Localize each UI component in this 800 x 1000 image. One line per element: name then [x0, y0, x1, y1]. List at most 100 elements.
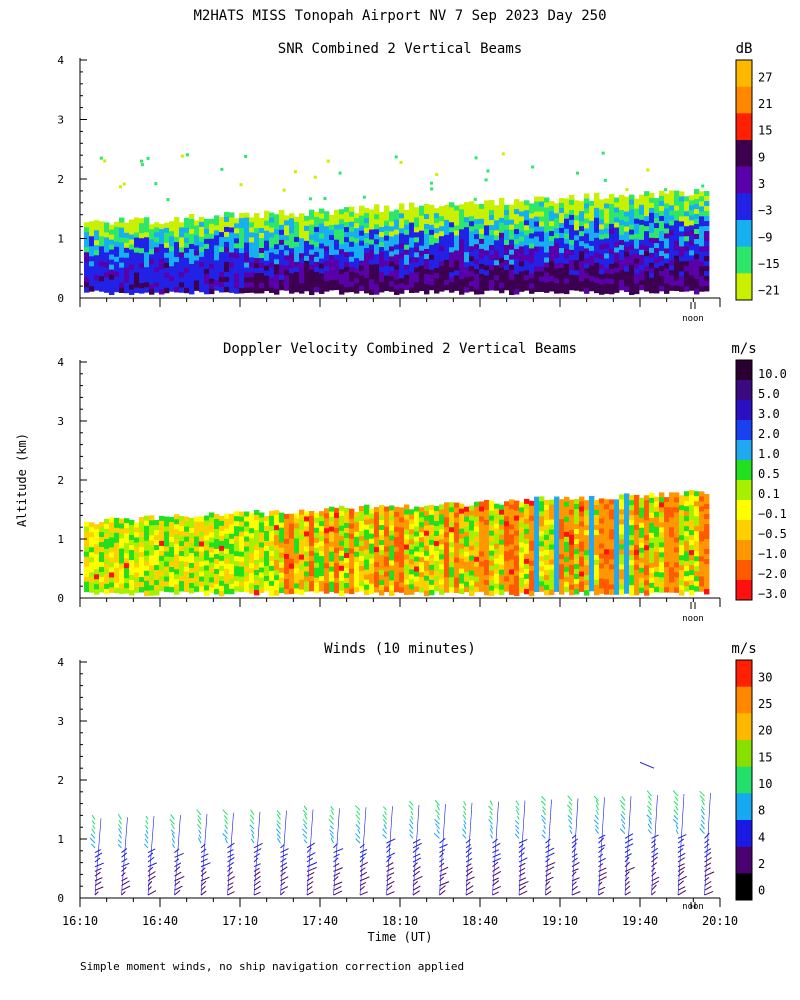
- velocity-cell: [569, 504, 575, 511]
- snr-cell: [139, 238, 145, 244]
- snr-cell: [154, 222, 160, 228]
- velocity-cell: [384, 561, 390, 567]
- wind-barb: [253, 880, 261, 887]
- velocity-cell: [619, 494, 625, 500]
- snr-cell: [594, 227, 600, 234]
- velocity-cell: [329, 541, 335, 548]
- velocity-cell: [129, 580, 135, 586]
- snr-cell: [314, 221, 320, 228]
- snr-cell: [519, 256, 525, 262]
- snr-cell: [109, 259, 115, 266]
- velocity-cell: [554, 571, 560, 577]
- snr-cell: [254, 218, 260, 224]
- snr-colorbar-unit: dB: [736, 41, 753, 57]
- velocity-cell: [514, 560, 520, 567]
- snr-cell: [674, 240, 680, 247]
- snr-cell: [194, 280, 200, 286]
- snr-cell: [204, 258, 210, 265]
- snr-cell: [129, 269, 135, 275]
- wind-barb: [489, 828, 493, 834]
- snr-cell: [569, 194, 575, 201]
- velocity-cell: [539, 516, 545, 522]
- wind-barb: [620, 818, 626, 825]
- velocity-cell: [164, 516, 170, 522]
- velocity-cell: [359, 571, 365, 577]
- velocity-cell: [569, 559, 575, 566]
- velocity-cell: [209, 542, 215, 548]
- velocity-cell: [664, 582, 670, 588]
- velocity-cell: [624, 538, 630, 544]
- colorbar-label: 10.0: [758, 367, 787, 381]
- velocity-cell: [649, 532, 655, 539]
- snr-cell: [454, 260, 460, 266]
- velocity-cell: [139, 557, 145, 563]
- velocity-cell: [319, 511, 325, 517]
- snr-cell: [174, 277, 180, 283]
- velocity-cell: [129, 565, 135, 571]
- velocity-cell: [704, 574, 710, 580]
- wind-barb: [359, 885, 365, 891]
- velocity-cell: [169, 567, 175, 573]
- wind-barb: [647, 795, 652, 801]
- snr-cell: [619, 249, 625, 256]
- velocity-cell: [539, 536, 545, 542]
- wind-barb: [174, 848, 180, 853]
- velocity-cell: [269, 530, 275, 537]
- snr-cell: [139, 248, 145, 254]
- snr-cell: [509, 284, 515, 291]
- velocity-cell: [549, 564, 555, 570]
- snr-cell: [319, 248, 325, 254]
- snr-cell: [664, 208, 670, 214]
- snr-cell: [604, 263, 610, 269]
- snr-cell: [389, 241, 395, 247]
- snr-cell: [644, 206, 650, 212]
- wind-barb: [306, 891, 314, 896]
- snr-cell: [534, 206, 540, 212]
- velocity-cell: [654, 541, 660, 548]
- wind-barb: [651, 862, 658, 868]
- snr-cell: [209, 233, 215, 240]
- velocity-cell: [649, 582, 655, 589]
- velocity-cell: [204, 565, 210, 571]
- snr-cell: [174, 257, 180, 263]
- velocity-cell: [289, 568, 295, 575]
- velocity-cell: [589, 580, 595, 587]
- snr-cell: [419, 250, 425, 257]
- snr-cell: [94, 285, 100, 291]
- velocity-cell: [184, 586, 190, 593]
- velocity-cell: [689, 515, 695, 521]
- snr-cell: [344, 212, 350, 218]
- snr-cell: [184, 252, 190, 259]
- snr-cell: [314, 266, 320, 273]
- velocity-cell: [574, 559, 580, 565]
- velocity-cell: [699, 541, 705, 547]
- velocity-cell: [674, 537, 680, 543]
- velocity-cell: [344, 512, 350, 519]
- velocity-cell: [534, 526, 540, 533]
- velocity-cell: [369, 573, 375, 580]
- velocity-cell: [689, 530, 695, 536]
- snr-cell: [479, 208, 485, 215]
- velocity-cell: [634, 509, 640, 516]
- velocity-cell: [579, 511, 585, 517]
- snr-speckle: [501, 152, 505, 156]
- snr-cell: [549, 221, 555, 227]
- snr-cell: [539, 211, 545, 217]
- wind-barb: [542, 809, 546, 816]
- velocity-cell: [549, 559, 555, 565]
- snr-cell: [304, 285, 310, 292]
- snr-cell: [194, 255, 200, 261]
- velocity-cell: [414, 556, 420, 562]
- velocity-cell: [454, 557, 460, 564]
- wind-barb: [117, 813, 122, 820]
- velocity-cell: [604, 564, 610, 570]
- velocity-cell: [324, 528, 330, 534]
- velocity-cell: [89, 542, 95, 548]
- snr-cell: [524, 205, 530, 211]
- snr-cell: [154, 227, 160, 233]
- snr-cell: [589, 210, 595, 217]
- velocity-cell: [514, 575, 520, 582]
- snr-cell: [484, 250, 490, 256]
- snr-cell: [529, 208, 535, 214]
- wind-barb: [673, 815, 679, 820]
